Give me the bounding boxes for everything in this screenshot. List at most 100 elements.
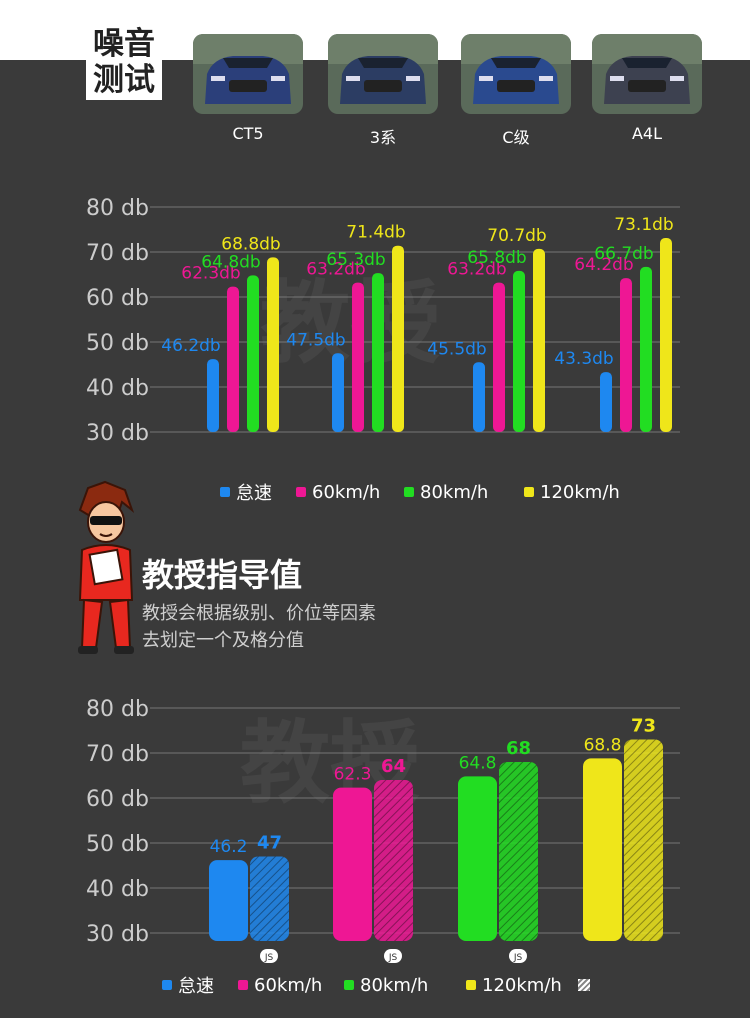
bar	[513, 270, 525, 432]
legend-item: 80km/h	[344, 975, 428, 996]
data-label: 64.8db	[201, 252, 260, 272]
legend-item: 120km/h	[524, 482, 620, 503]
guide-bar	[250, 856, 289, 941]
legend-swatch	[524, 487, 534, 497]
bar	[533, 248, 545, 432]
car-image	[461, 34, 571, 114]
data-label: 62.3db	[181, 264, 240, 284]
data-label: 65.3db	[326, 250, 385, 270]
bar	[247, 275, 259, 432]
data-label: 68.8db	[221, 234, 280, 254]
legend-swatch	[466, 980, 476, 990]
desc-line-2: 去划定一个及格分值	[142, 630, 304, 651]
guide-label: 73	[631, 716, 656, 737]
legend-item: 60km/h	[238, 975, 322, 996]
car-label: C级	[502, 128, 530, 147]
car-label: 3系	[369, 128, 397, 147]
legend-label: 120km/h	[482, 974, 562, 996]
car-image	[193, 34, 303, 114]
desc-line-1: 教授会根据级别、价位等因素	[142, 603, 376, 624]
legend-swatch	[162, 980, 172, 990]
professor-avatar	[78, 480, 135, 654]
data-label: 46.2db	[161, 336, 220, 356]
guide-label: 68	[506, 738, 531, 759]
y-tick-label: 70 db	[86, 742, 149, 767]
js-badge	[509, 949, 527, 963]
measured-label: 62.3	[334, 765, 372, 785]
data-label: 63.2db	[306, 260, 365, 280]
bar	[207, 359, 219, 432]
legend-top: 怠速 60km/h 80km/h 120km/h	[0, 480, 750, 504]
y-tick-label: 50 db	[86, 832, 149, 857]
y-tick-label: 70 db	[86, 241, 149, 266]
measured-bar	[209, 860, 248, 941]
legend-item: 60km/h	[296, 482, 380, 503]
legend-swatch	[344, 980, 354, 990]
guide-label: 64	[381, 756, 406, 777]
measured-bar	[583, 758, 622, 941]
legend-swatch	[296, 487, 306, 497]
section-description: 教授会根据级别、价位等因素 去划定一个及格分值	[142, 600, 462, 654]
car-image	[592, 34, 702, 114]
y-tick-label: 60 db	[86, 787, 149, 812]
guide-label: 47	[257, 833, 282, 854]
legend-swatch	[404, 487, 414, 497]
data-label: 43.3db	[554, 349, 613, 369]
measured-bar	[333, 787, 372, 941]
y-tick-label: 40 db	[86, 376, 149, 401]
data-label: 47.5db	[286, 330, 345, 350]
bar	[372, 273, 384, 432]
bar	[267, 257, 279, 432]
page-title: 噪音 测试	[86, 26, 162, 100]
section-title: 教授指导值	[142, 556, 303, 594]
js-badge-label: JS	[513, 953, 523, 963]
hatched-legend-swatch	[578, 979, 590, 991]
measured-label: 68.8	[584, 735, 622, 755]
legend-bottom: 怠速 60km/h 80km/h 120km/h	[0, 973, 750, 997]
bar	[640, 266, 652, 432]
legend-item: 怠速	[162, 972, 214, 998]
data-label: 45.5db	[427, 339, 486, 359]
bar	[392, 245, 404, 432]
y-tick-label: 30 db	[86, 922, 149, 947]
guide-bar	[374, 780, 413, 941]
guide-bar	[624, 739, 663, 941]
bar	[600, 372, 612, 432]
data-label: 66.7db	[594, 244, 653, 264]
y-tick-label: 80 db	[86, 196, 149, 221]
y-tick-label: 60 db	[86, 286, 149, 311]
y-tick-label: 80 db	[86, 697, 149, 722]
bar	[332, 353, 344, 432]
legend-label: 怠速	[178, 976, 214, 997]
data-label: 63.2db	[447, 260, 506, 280]
guide-chart: 30 db 40 db 50 db 60 db 70 db 80 db 46.2 62.3 64…	[86, 697, 680, 963]
y-tick-label: 30 db	[86, 421, 149, 446]
legend-label: 80km/h	[360, 974, 429, 996]
legend-item: 80km/h	[404, 482, 488, 503]
legend-label: 60km/h	[312, 481, 381, 503]
y-tick-label: 40 db	[86, 877, 149, 902]
title-line-1: 噪音	[93, 26, 155, 62]
bar	[227, 286, 239, 432]
y-tick-label: 50 db	[86, 331, 149, 356]
title-line-2: 测试	[93, 62, 155, 98]
js-badge-label: JS	[264, 953, 274, 963]
bar	[620, 278, 632, 432]
data-label: 70.7db	[487, 226, 546, 246]
legend-label: 怠速	[236, 483, 272, 504]
noise-chart: 30 db 40 db 50 db 60 db 70 db 80 db 46.2db 47.5…	[86, 196, 680, 446]
data-label: 64.2db	[574, 255, 633, 275]
data-label: 73.1db	[614, 215, 673, 235]
bar	[660, 238, 672, 432]
data-label: 71.4db	[346, 223, 405, 243]
legend-item: 120km/h	[466, 975, 562, 996]
legend-item: 怠速	[220, 479, 272, 505]
car-label: CT5	[232, 124, 264, 143]
legend-label: 120km/h	[540, 481, 620, 503]
measured-bar	[458, 776, 497, 941]
legend-swatch	[238, 980, 248, 990]
car-image	[328, 34, 438, 114]
js-badge	[384, 949, 402, 963]
bar	[473, 362, 485, 432]
legend-label: 60km/h	[254, 974, 323, 996]
